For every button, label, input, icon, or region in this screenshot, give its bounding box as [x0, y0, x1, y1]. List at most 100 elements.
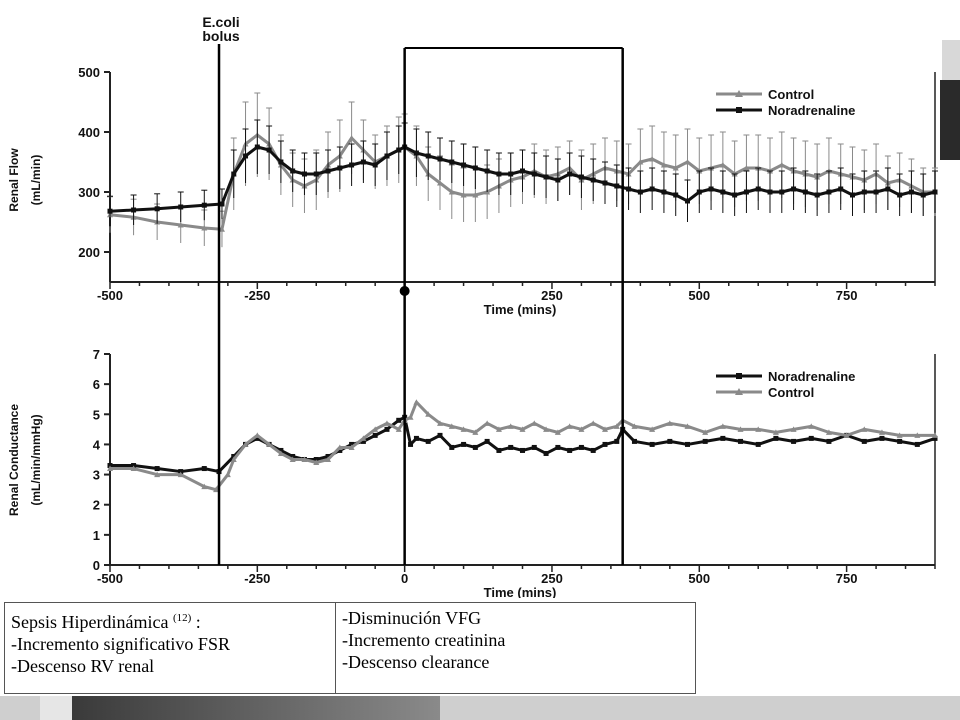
data-point-control	[407, 414, 414, 420]
data-point-noradrenaline	[850, 192, 855, 198]
data-point-control	[201, 225, 208, 231]
data-point-noradrenaline	[266, 147, 272, 153]
data-point-noradrenaline	[449, 159, 455, 165]
data-point-noradrenaline	[178, 204, 184, 210]
bottom-decor-dark	[72, 696, 440, 720]
data-point-noradrenaline	[337, 165, 343, 171]
data-point-control	[301, 456, 308, 462]
data-point-noradrenaline	[360, 438, 366, 444]
data-point-noradrenaline	[508, 171, 514, 177]
data-point-control	[472, 192, 479, 198]
data-point-control	[755, 426, 762, 432]
data-point-noradrenaline	[755, 186, 761, 192]
data-point-noradrenaline	[897, 438, 903, 444]
data-point-noradrenaline	[520, 447, 525, 453]
data-point-control	[242, 441, 249, 447]
notes-right-line-2: -Incremento creatinina	[342, 630, 506, 650]
figure-area: 200 300 400 500 -500 -250 250 500 750 Time (mins)…	[7, 14, 938, 600]
y-tick-label-1: 5	[93, 407, 100, 422]
data-point-noradrenaline	[567, 171, 573, 177]
legend-marker-0-0	[735, 90, 743, 97]
data-point-control	[413, 399, 420, 405]
data-point-noradrenaline	[755, 441, 761, 447]
data-point-control	[130, 465, 137, 472]
y-tick-label-1: 7	[93, 347, 100, 362]
bottom-decor-bar	[0, 696, 960, 720]
data-point-noradrenaline	[313, 171, 319, 177]
bolus-label-line1: E.coli	[202, 14, 239, 30]
data-point-control	[778, 162, 785, 168]
y-axis-unit-0: (mL/min)	[29, 155, 43, 206]
data-point-noradrenaline	[908, 189, 914, 195]
y-tick-label-1: 1	[93, 528, 100, 543]
y-tick-label-1: 3	[93, 468, 100, 483]
data-point-noradrenaline	[590, 177, 596, 183]
data-point-noradrenaline	[879, 435, 885, 441]
data-point-noradrenaline	[413, 150, 419, 156]
data-point-control	[861, 426, 868, 432]
data-point-noradrenaline	[861, 189, 867, 195]
data-point-noradrenaline	[437, 432, 443, 438]
data-point-noradrenaline	[325, 168, 331, 174]
notes-right-line-3: -Descenso clearance	[342, 652, 490, 672]
data-point-control	[878, 429, 885, 435]
data-point-noradrenaline	[313, 457, 319, 462]
data-point-noradrenaline	[178, 469, 184, 475]
notes-left-line-3: -Descenso RV renal	[11, 656, 155, 676]
data-point-noradrenaline	[107, 208, 113, 214]
notes-left-line-1: Sepsis Hiperdinámica (12) :	[11, 612, 201, 632]
data-point-noradrenaline	[738, 438, 744, 444]
data-point-noradrenaline	[278, 159, 284, 165]
y-tick-label-1: 6	[93, 377, 100, 392]
data-point-noradrenaline	[590, 447, 596, 453]
data-point-noradrenaline	[337, 447, 343, 453]
x-tick-label-1: 750	[836, 571, 858, 586]
data-point-control	[590, 420, 597, 426]
y-tick-label-1: 0	[93, 558, 100, 573]
data-point-noradrenaline	[131, 463, 137, 469]
data-point-noradrenaline	[107, 463, 113, 469]
data-point-control	[107, 465, 113, 472]
data-point-noradrenaline	[231, 453, 237, 459]
data-point-noradrenaline	[520, 168, 525, 174]
data-point-control	[578, 426, 585, 432]
data-point-noradrenaline	[243, 153, 249, 159]
data-point-noradrenaline	[637, 189, 643, 195]
data-point-control	[395, 426, 402, 432]
data-point-noradrenaline	[484, 438, 490, 444]
data-point-control	[772, 429, 779, 435]
legend-label-1-1: Control	[768, 385, 814, 400]
data-point-noradrenaline	[667, 438, 673, 444]
data-point-control	[602, 426, 608, 432]
y-tick-label-0: 200	[78, 245, 100, 260]
data-point-noradrenaline	[767, 189, 773, 195]
x-tick-label-0: -250	[244, 288, 270, 303]
data-point-control	[495, 426, 502, 432]
data-point-noradrenaline	[578, 174, 584, 180]
data-point-control	[649, 426, 656, 432]
data-point-noradrenaline	[531, 444, 537, 450]
legend-marker-1-0	[736, 373, 742, 379]
data-point-noradrenaline	[154, 206, 160, 212]
legend-marker-1-1	[735, 388, 743, 395]
data-point-control	[554, 429, 561, 435]
y-tick-label-0: 400	[78, 125, 100, 140]
data-point-noradrenaline	[614, 438, 620, 444]
y-tick-label-1: 4	[93, 437, 101, 452]
data-point-control	[266, 441, 273, 447]
data-point-noradrenaline	[897, 192, 903, 198]
data-point-control	[543, 426, 550, 432]
x-axis-label-1: Time (mins)	[484, 585, 557, 598]
data-point-control	[383, 420, 390, 426]
data-point-noradrenaline	[219, 201, 225, 207]
x-axis-label-0: Time (mins)	[484, 302, 557, 317]
data-point-noradrenaline	[773, 435, 779, 441]
x-tick-label-0: 250	[541, 288, 563, 303]
data-point-noradrenaline	[384, 153, 390, 159]
data-point-noradrenaline	[661, 189, 667, 195]
y-tick-label-1: 2	[93, 498, 100, 513]
data-point-noradrenaline	[360, 159, 366, 165]
data-point-noradrenaline	[732, 192, 738, 198]
data-point-noradrenaline	[791, 186, 797, 192]
data-point-noradrenaline	[631, 438, 637, 444]
